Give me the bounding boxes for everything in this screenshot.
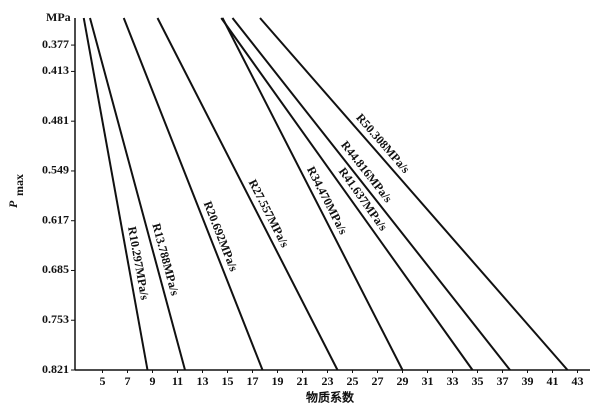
- y-tick-label: 0.481: [42, 113, 69, 127]
- x-tick-label: 37: [497, 374, 509, 388]
- series-label: R27.557MPa/s: [246, 177, 292, 250]
- x-tick-label: 27: [372, 374, 384, 388]
- y-tick-label: 0.549: [42, 163, 69, 177]
- x-tick-label: 13: [197, 374, 209, 388]
- y-unit: MPa: [46, 10, 71, 24]
- series-line: [221, 17, 404, 371]
- x-tick-label: 19: [272, 374, 284, 388]
- x-tick-label: 23: [322, 374, 334, 388]
- x-tick-label: 35: [472, 374, 484, 388]
- y-tick-label: 0.377: [42, 37, 69, 51]
- x-tick-label: 29: [397, 374, 409, 388]
- x-tick-label: 15: [222, 374, 234, 388]
- x-tick-label: 31: [422, 374, 434, 388]
- x-axis-label: 物质系数: [306, 390, 355, 405]
- series-line: [89, 17, 186, 371]
- y-axis-label-sub: max: [12, 174, 26, 196]
- y-tick-label: 0.753: [42, 312, 69, 326]
- x-tick-label: 7: [125, 374, 131, 388]
- x-tick-label: 43: [572, 374, 584, 388]
- x-tick-label: 5: [100, 374, 106, 388]
- x-tick-label: 21: [297, 374, 309, 388]
- series-line: [82, 17, 149, 371]
- series-line: [231, 17, 511, 371]
- y-tick-label: 0.617: [42, 212, 69, 226]
- x-tick-label: 17: [247, 374, 259, 388]
- series-line: [156, 17, 339, 371]
- y-axis-label: P: [6, 200, 20, 208]
- x-tick-label: 33: [447, 374, 459, 388]
- y-tick-label: 0.685: [42, 262, 69, 276]
- x-tick-label: 39: [522, 374, 534, 388]
- x-tick-label: 9: [150, 374, 156, 388]
- series-line: [122, 17, 264, 371]
- x-tick-label: 25: [347, 374, 359, 388]
- y-tick-label: 0.821: [42, 362, 69, 376]
- series-line: [220, 17, 474, 371]
- x-tick-label: 41: [547, 374, 559, 388]
- series-line: [259, 17, 569, 371]
- y-tick-label: 0.413: [42, 63, 69, 77]
- x-tick-label: 11: [172, 374, 183, 388]
